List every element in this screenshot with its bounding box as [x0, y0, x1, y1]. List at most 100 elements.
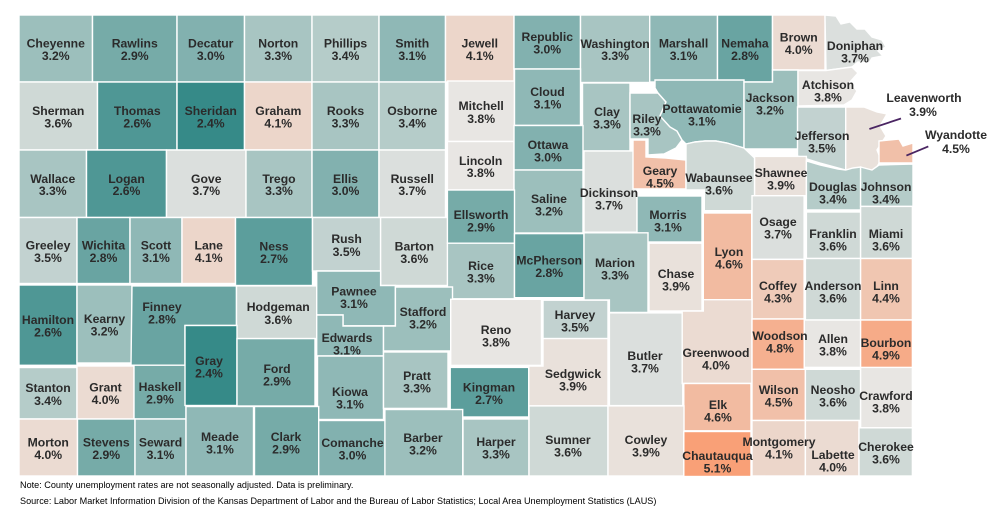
- svg-text:Osage: Osage: [759, 215, 796, 229]
- svg-text:Labette: Labette: [811, 448, 855, 462]
- svg-text:3.1%: 3.1%: [333, 344, 361, 358]
- svg-text:Greenwood: Greenwood: [682, 346, 749, 360]
- svg-text:Pratt: Pratt: [403, 369, 431, 383]
- svg-text:3.0%: 3.0%: [533, 43, 561, 57]
- svg-text:Wilson: Wilson: [759, 383, 799, 397]
- svg-text:3.6%: 3.6%: [819, 395, 847, 409]
- svg-text:3.2%: 3.2%: [42, 49, 70, 63]
- svg-text:Harvey: Harvey: [555, 308, 596, 322]
- svg-text:Wabaunsee: Wabaunsee: [685, 171, 752, 185]
- svg-text:Franklin: Franklin: [809, 227, 856, 241]
- svg-text:Linn: Linn: [873, 279, 899, 293]
- svg-text:3.4%: 3.4%: [332, 49, 360, 63]
- svg-text:McPherson: McPherson: [516, 254, 582, 268]
- svg-text:Wallace: Wallace: [30, 172, 75, 186]
- svg-text:4.5%: 4.5%: [646, 177, 674, 191]
- svg-text:Lyon: Lyon: [715, 245, 744, 259]
- svg-text:3.0%: 3.0%: [197, 49, 225, 63]
- svg-text:Gove: Gove: [191, 172, 222, 186]
- svg-text:4.1%: 4.1%: [195, 251, 223, 265]
- svg-text:Stafford: Stafford: [400, 305, 447, 319]
- svg-text:3.1%: 3.1%: [534, 98, 562, 112]
- svg-text:2.4%: 2.4%: [197, 117, 225, 131]
- svg-text:3.7%: 3.7%: [631, 362, 659, 376]
- svg-text:3.3%: 3.3%: [633, 125, 661, 139]
- svg-text:Graham: Graham: [255, 104, 301, 118]
- svg-text:3.9%: 3.9%: [662, 280, 690, 294]
- svg-text:3.6%: 3.6%: [44, 117, 72, 131]
- svg-text:Barton: Barton: [395, 240, 434, 254]
- svg-text:3.9%: 3.9%: [632, 446, 660, 460]
- svg-text:3.8%: 3.8%: [467, 166, 495, 180]
- svg-text:3.6%: 3.6%: [264, 313, 292, 327]
- svg-text:4.1%: 4.1%: [466, 49, 494, 63]
- svg-text:3.2%: 3.2%: [535, 205, 563, 219]
- svg-text:3.8%: 3.8%: [467, 112, 495, 126]
- svg-text:Hodgeman: Hodgeman: [247, 300, 310, 314]
- svg-text:Bourbon: Bourbon: [861, 336, 912, 350]
- svg-text:Johnson: Johnson: [861, 180, 912, 194]
- svg-text:2.7%: 2.7%: [260, 252, 288, 266]
- svg-text:Shawnee: Shawnee: [755, 166, 808, 180]
- svg-text:2.9%: 2.9%: [146, 393, 174, 407]
- svg-text:Stanton: Stanton: [25, 381, 70, 395]
- svg-text:Clark: Clark: [271, 430, 302, 444]
- svg-text:3.8%: 3.8%: [819, 345, 847, 359]
- svg-text:3.3%: 3.3%: [39, 184, 67, 198]
- svg-text:Cherokee: Cherokee: [858, 440, 914, 454]
- svg-text:2.9%: 2.9%: [121, 49, 149, 63]
- svg-text:3.7%: 3.7%: [764, 228, 792, 242]
- svg-text:Rush: Rush: [331, 232, 361, 246]
- svg-text:Neosho: Neosho: [811, 383, 856, 397]
- svg-text:Douglas: Douglas: [809, 180, 857, 194]
- svg-text:Edwards: Edwards: [322, 331, 373, 345]
- svg-text:Coffey: Coffey: [759, 279, 797, 293]
- svg-text:2.4%: 2.4%: [195, 367, 223, 381]
- svg-text:Chase: Chase: [658, 267, 695, 281]
- svg-text:Ellis: Ellis: [333, 172, 358, 186]
- svg-text:Sherman: Sherman: [32, 104, 84, 118]
- svg-text:3.7%: 3.7%: [841, 52, 869, 66]
- svg-text:3.2%: 3.2%: [409, 444, 437, 458]
- svg-text:Barber: Barber: [403, 431, 443, 445]
- svg-text:4.6%: 4.6%: [715, 258, 743, 272]
- svg-text:3.1%: 3.1%: [688, 115, 716, 129]
- svg-text:2.8%: 2.8%: [90, 251, 118, 265]
- svg-text:Kearny: Kearny: [84, 312, 126, 326]
- svg-text:Kingman: Kingman: [463, 381, 515, 395]
- svg-text:3.3%: 3.3%: [467, 272, 495, 286]
- svg-text:2.9%: 2.9%: [263, 375, 291, 389]
- svg-text:3.9%: 3.9%: [909, 105, 937, 119]
- svg-text:Grant: Grant: [89, 381, 122, 395]
- svg-text:3.2%: 3.2%: [409, 318, 437, 332]
- svg-text:Reno: Reno: [481, 323, 511, 337]
- svg-text:3.6%: 3.6%: [819, 240, 847, 254]
- svg-text:4.0%: 4.0%: [92, 393, 120, 407]
- svg-text:4.0%: 4.0%: [702, 359, 730, 373]
- svg-text:Riley: Riley: [632, 112, 661, 126]
- svg-text:2.9%: 2.9%: [467, 221, 495, 235]
- svg-text:Cowley: Cowley: [625, 433, 668, 447]
- svg-text:3.6%: 3.6%: [819, 292, 847, 306]
- svg-text:3.1%: 3.1%: [654, 221, 682, 235]
- svg-text:4.4%: 4.4%: [872, 292, 900, 306]
- svg-text:3.1%: 3.1%: [670, 49, 698, 63]
- svg-text:2.6%: 2.6%: [34, 326, 62, 340]
- svg-text:3.3%: 3.3%: [601, 269, 629, 283]
- svg-text:3.2%: 3.2%: [91, 325, 119, 339]
- svg-text:Leavenworth: Leavenworth: [886, 91, 961, 105]
- svg-text:Comanche: Comanche: [321, 436, 384, 450]
- svg-text:2.9%: 2.9%: [272, 443, 300, 457]
- svg-text:3.6%: 3.6%: [872, 240, 900, 254]
- svg-text:4.6%: 4.6%: [704, 411, 732, 425]
- svg-text:Ellsworth: Ellsworth: [454, 208, 509, 222]
- svg-text:Geary: Geary: [643, 164, 678, 178]
- svg-text:3.6%: 3.6%: [400, 252, 428, 266]
- svg-text:Kiowa: Kiowa: [332, 385, 368, 399]
- svg-text:2.8%: 2.8%: [535, 266, 563, 280]
- svg-text:Brown: Brown: [780, 31, 818, 45]
- svg-text:Pottawatomie: Pottawatomie: [662, 102, 741, 116]
- svg-text:2.8%: 2.8%: [731, 49, 759, 63]
- svg-text:3.0%: 3.0%: [534, 151, 562, 165]
- svg-text:Wyandotte: Wyandotte: [925, 128, 987, 142]
